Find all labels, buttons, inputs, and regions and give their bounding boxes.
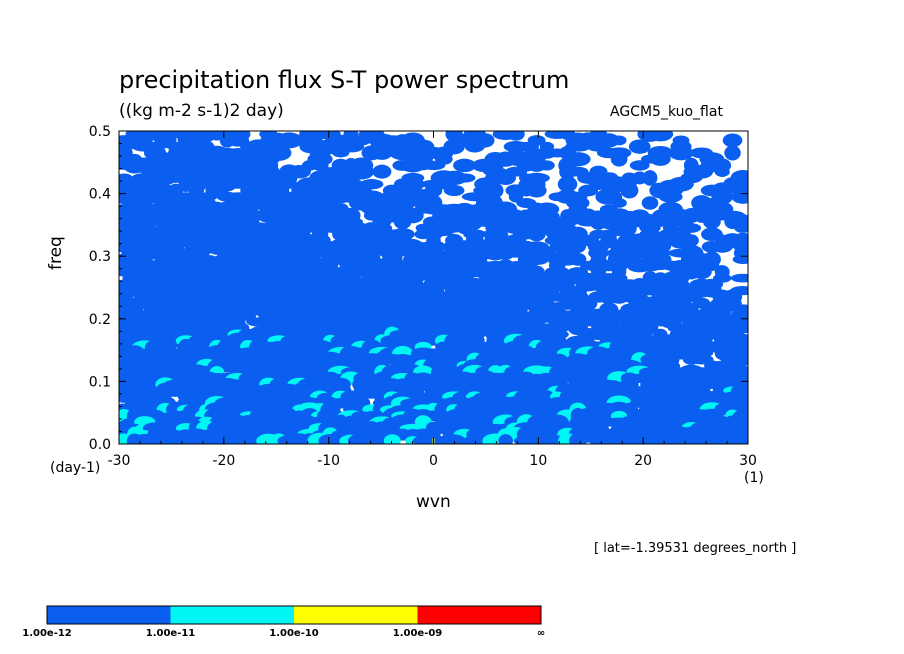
y-axis-unit: (day-1) (50, 460, 101, 476)
blue-contour-cell (641, 196, 659, 210)
x-tick-label: -10 (317, 453, 340, 469)
blue-contour-cell (710, 433, 735, 444)
blue-contour-cell (453, 158, 476, 173)
x-tick-label: 0 (429, 453, 438, 469)
blue-contour-cell (348, 163, 375, 180)
blue-contour-cell (647, 131, 674, 142)
y-tick-label: 0.5 (89, 124, 111, 140)
colorbar-swatch (294, 606, 418, 624)
latitude-note: [ lat=-1.39531 degrees_north ] (594, 541, 797, 556)
colorbar-frame (46, 605, 542, 625)
cyan-contour-cell (383, 434, 401, 444)
y-tick-label: 0.4 (89, 187, 111, 203)
colorbar-level-label: 1.00e-09 (392, 628, 443, 639)
blue-contour-cell (731, 189, 748, 204)
colorbar-swatch (170, 606, 294, 624)
y-tick-label: 0.3 (89, 249, 111, 265)
blue-contour-cell (691, 264, 712, 280)
blue-contour-cell (421, 160, 446, 171)
blue-contour-cell (557, 176, 578, 193)
x-axis-label: wvn (416, 492, 451, 512)
blue-contour-cell (453, 173, 476, 183)
blue-contour-cell (649, 152, 671, 166)
blue-contour-cell (332, 148, 350, 158)
blue-contour-cell (507, 131, 525, 141)
blue-contour-cell (714, 166, 730, 177)
model-label: AGCM5_kuo_flat (610, 104, 723, 120)
blue-contour-cell (611, 198, 627, 208)
blue-contour-cell (722, 133, 743, 148)
chart-units: ((kg m-2 s-1)2 day) (119, 101, 284, 121)
y-tick-label: 0.2 (89, 312, 111, 328)
blue-contour-cell (730, 273, 748, 283)
x-tick-label: -30 (108, 453, 131, 469)
x-tick-label: 20 (634, 453, 652, 469)
colorbar-level-label: ∞ (536, 628, 546, 639)
x-tick-label: -20 (212, 453, 235, 469)
blue-contour-cell (642, 170, 658, 186)
blue-contour-cell (495, 170, 517, 186)
colorbar (46, 605, 542, 625)
blue-contour-cell (668, 145, 694, 161)
blue-contour-cell (628, 139, 651, 154)
blue-contour-cell (393, 214, 412, 230)
x-tick-label: 10 (529, 453, 547, 469)
blue-contour-cell (732, 254, 748, 265)
blue-contour-cell (683, 234, 699, 247)
chart-title: precipitation flux S-T power spectrum (119, 66, 570, 94)
colorbar-level-label: 1.00e-12 (22, 628, 72, 639)
blue-contour-cell (527, 227, 546, 242)
colorbar-level-label: 1.00e-11 (145, 628, 196, 639)
blue-contour-cell (526, 183, 547, 198)
x-tick-label: 30 (739, 453, 757, 469)
blue-contour-cell (703, 214, 721, 229)
colorbar-level-label: 1.00e-10 (269, 628, 319, 639)
blue-contour-cell (724, 145, 741, 161)
blue-contour-cell (610, 151, 628, 167)
blue-contour-cell (629, 160, 650, 171)
x-axis-unit: (1) (744, 470, 764, 486)
y-axis-ticks: 0.0 0.1 0.2 0.3 0.4 0.5 (89, 124, 748, 453)
blue-contour-cell (188, 185, 205, 196)
blue-contour-cell (498, 434, 513, 444)
blue-contour-cell (539, 160, 555, 171)
blue-contour-cell (371, 145, 393, 160)
blue-contour-cell (569, 432, 587, 444)
blue-contour-cell (372, 164, 392, 179)
y-tick-label: 0.0 (89, 437, 111, 453)
colorbar-swatch (47, 606, 171, 624)
spectrum-field (119, 131, 748, 444)
blue-contour-cell (443, 184, 465, 197)
blue-contour-cell (442, 434, 466, 444)
colorbar-swatch (417, 606, 541, 624)
blue-contour-cell (658, 190, 683, 203)
blue-contour-cell (611, 135, 627, 146)
blue-contour-cell (731, 435, 748, 444)
blue-contour-cell (711, 240, 733, 253)
blue-contour-cell (620, 182, 639, 199)
blue-contour-cell (734, 223, 748, 233)
blue-contour-cell (464, 140, 485, 153)
blue-contour-cell (622, 220, 637, 236)
y-tick-label: 0.1 (89, 374, 111, 390)
